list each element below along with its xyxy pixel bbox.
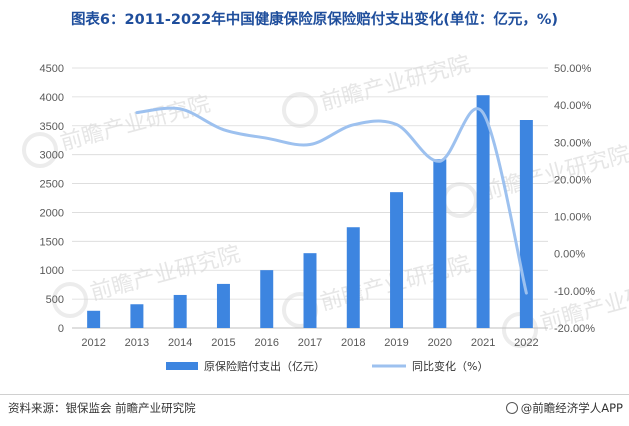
watermark-logo-icon xyxy=(22,132,58,168)
x-axis-tick-label: 2019 xyxy=(384,337,408,349)
left-axis-tick-label: 2500 xyxy=(40,179,64,191)
right-axis-tick-label: -20.00% xyxy=(554,323,595,335)
watermark-logo-icon xyxy=(52,282,88,318)
right-axis-tick-label: -10.00% xyxy=(554,286,595,298)
chart: 前瞻产业研究院前瞻产业研究院前瞻产业研究院前瞻产业研究院前瞻产业研究院前瞻产业研… xyxy=(22,52,629,373)
x-axis-tick-label: 2014 xyxy=(168,337,192,349)
bar-2020 xyxy=(433,159,447,328)
x-axis-tick-label: 2018 xyxy=(341,337,365,349)
watermark-text: 前瞻产业研究院 xyxy=(318,52,473,116)
brand-credit: @前瞻经济学人APP xyxy=(505,400,623,416)
watermark-logo-icon xyxy=(282,92,318,128)
yoy-change-line xyxy=(135,106,528,295)
bar-2014 xyxy=(173,294,187,328)
x-axis-tick-label: 2012 xyxy=(81,337,105,349)
x-axis-tick-label: 2013 xyxy=(125,337,149,349)
x-axis-tick-label: 2020 xyxy=(428,337,452,349)
chart-title: 图表6：2011-2022年中国健康保险原保险赔付支出变化(单位：亿元，%) xyxy=(70,12,559,28)
left-axis-tick-label: 0 xyxy=(58,323,64,335)
watermark-text: 前瞻产业研究院 xyxy=(58,92,213,156)
x-axis-tick-label: 2021 xyxy=(471,337,495,349)
right-axis-tick-label: 10.00% xyxy=(554,212,592,224)
bar-2013 xyxy=(130,304,144,328)
bar-2017 xyxy=(303,253,317,328)
right-axis-tick-label: 0.00% xyxy=(554,249,585,261)
legend-bar-swatch xyxy=(166,362,198,370)
right-axis-tick-label: 30.00% xyxy=(554,137,592,149)
bar-2022 xyxy=(519,120,533,328)
bar-2019 xyxy=(390,192,404,328)
bar-2016 xyxy=(260,270,274,328)
bar-2015 xyxy=(216,283,230,328)
watermark-logo-icon xyxy=(442,182,478,218)
brand-logo-icon xyxy=(505,402,518,414)
x-axis-tick-label: 2017 xyxy=(298,337,322,349)
brand-label: @前瞻经济学人APP xyxy=(520,401,623,415)
left-axis-tick-label: 1000 xyxy=(40,265,64,277)
left-axis-tick-label: 3000 xyxy=(40,150,64,162)
left-axis-tick-label: 3500 xyxy=(40,121,64,133)
legend-bar-label: 原保险赔付支出（亿元） xyxy=(204,359,325,373)
right-axis-tick-label: 20.00% xyxy=(554,174,592,186)
legend-line-label: 同比变化（%） xyxy=(412,359,488,373)
left-axis-tick-label: 2000 xyxy=(40,207,64,219)
bar-2021 xyxy=(476,95,490,328)
bar-2018 xyxy=(346,227,360,328)
right-axis-tick-label: 40.00% xyxy=(554,100,592,112)
left-axis-tick-label: 4500 xyxy=(40,63,64,75)
source-note: 资料来源：银保监会 前瞻产业研究院 xyxy=(8,401,196,415)
left-axis-tick-label: 4000 xyxy=(40,92,64,104)
footer-divider xyxy=(0,394,629,395)
x-axis-tick-label: 2022 xyxy=(514,337,538,349)
bar-2012 xyxy=(87,310,101,328)
x-axis-tick-label: 2015 xyxy=(211,337,235,349)
x-axis-tick-label: 2016 xyxy=(254,337,278,349)
left-axis-tick-label: 500 xyxy=(46,294,64,306)
right-axis-tick-label: 50.00% xyxy=(554,63,592,75)
left-axis-tick-label: 1500 xyxy=(40,236,64,248)
